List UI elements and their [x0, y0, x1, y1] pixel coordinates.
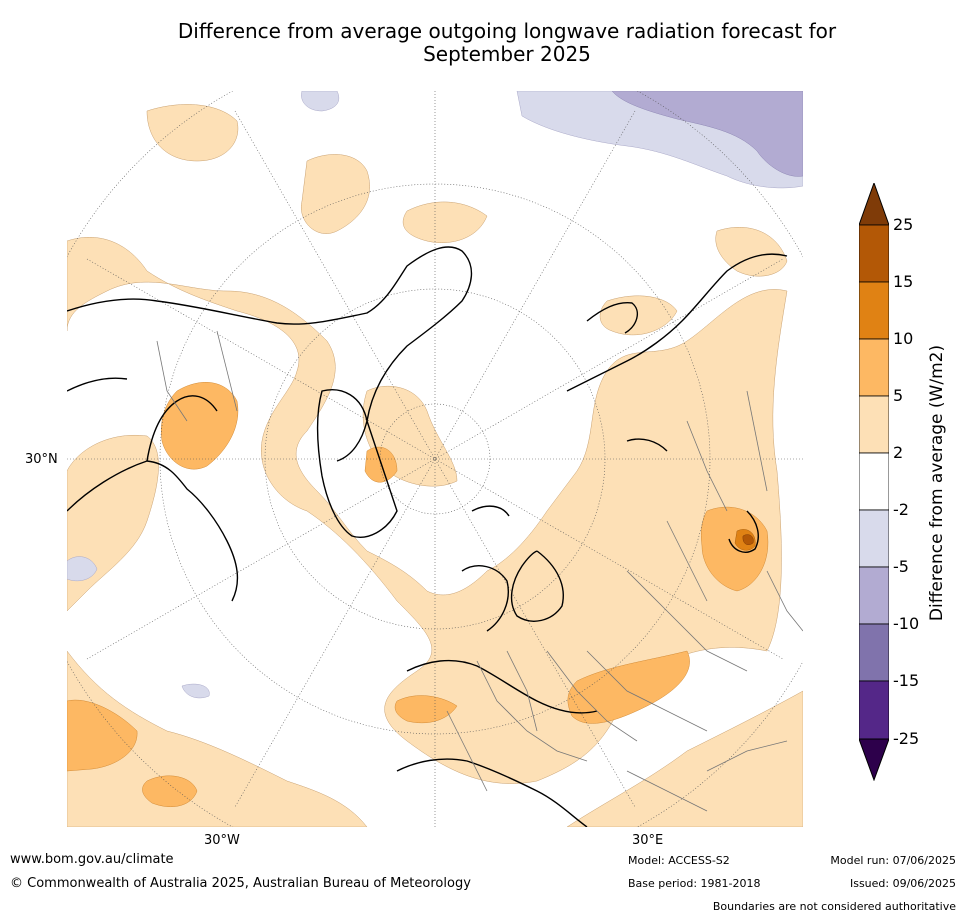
- colorbar-extend-bottom: [859, 738, 889, 781]
- copyright-text: © Commonwealth of Australia 2025, Austra…: [10, 876, 471, 891]
- colorbar-tick-2: 2: [893, 443, 904, 462]
- lon-label-30e: 30°E: [632, 833, 664, 848]
- lat-label-30n: 30°N: [25, 452, 58, 467]
- colorbar-seg-neg-5-10: [859, 566, 889, 625]
- country-boundaries: [156, 330, 803, 812]
- anomaly-pos-2-5: [67, 104, 803, 827]
- colorbar-tick-neg-15: -15: [893, 671, 920, 690]
- colorbar: [859, 183, 889, 781]
- colorbar-seg-2-5: [859, 395, 889, 454]
- lon-label-30w: 30°W: [204, 833, 240, 848]
- colorbar-tick-25: 25: [893, 215, 914, 234]
- colorbar-seg-neutral: [859, 452, 889, 511]
- disclaimer-text: Boundaries are not considered authoritat…: [712, 900, 956, 913]
- model-text: Model: ACCESS-S2: [628, 854, 730, 867]
- anomaly-neg-5-10: [611, 91, 803, 177]
- colorbar-tick-10: 10: [893, 329, 914, 348]
- graticule: [67, 91, 803, 827]
- polar-map: [67, 91, 803, 827]
- colorbar-seg-15-25: [859, 224, 889, 283]
- colorbar-tick-15: 15: [893, 272, 914, 291]
- colorbar-seg-10-15: [859, 281, 889, 340]
- map-svg: [67, 91, 803, 827]
- title-line-1: Difference from average outgoing longwav…: [177, 19, 837, 43]
- coastlines: [67, 246, 788, 827]
- anomaly-pos-15-25: [742, 534, 754, 545]
- colorbar-tick-neg-2: -2: [893, 500, 909, 519]
- colorbar-tick-5: 5: [893, 386, 904, 405]
- title-line-2: September 2025: [423, 42, 591, 66]
- model-run-text: Model run: 07/06/2025: [830, 854, 956, 867]
- colorbar-seg-neg-15-25: [859, 680, 889, 740]
- issued-text: Issued: 09/06/2025: [849, 877, 956, 890]
- colorbar-extend-top: [859, 183, 889, 226]
- colorbar-seg-5-10: [859, 338, 889, 397]
- anomaly-pos-5-10: [67, 382, 769, 807]
- colorbar-seg-neg-2-5: [859, 509, 889, 568]
- base-period-text: Base period: 1981-2018: [628, 877, 761, 890]
- colorbar-tick-neg-10: -10: [893, 614, 920, 633]
- colorbar-seg-neg-10-15: [859, 623, 889, 682]
- map-title: Difference from average outgoing longwav…: [0, 20, 965, 66]
- website-link[interactable]: www.bom.gov.au/climate: [10, 852, 174, 867]
- colorbar-tick-neg-25: -25: [893, 729, 920, 748]
- colorbar-tick-neg-5: -5: [893, 557, 909, 576]
- colorbar-label: Difference from average (W/m2): [927, 344, 947, 622]
